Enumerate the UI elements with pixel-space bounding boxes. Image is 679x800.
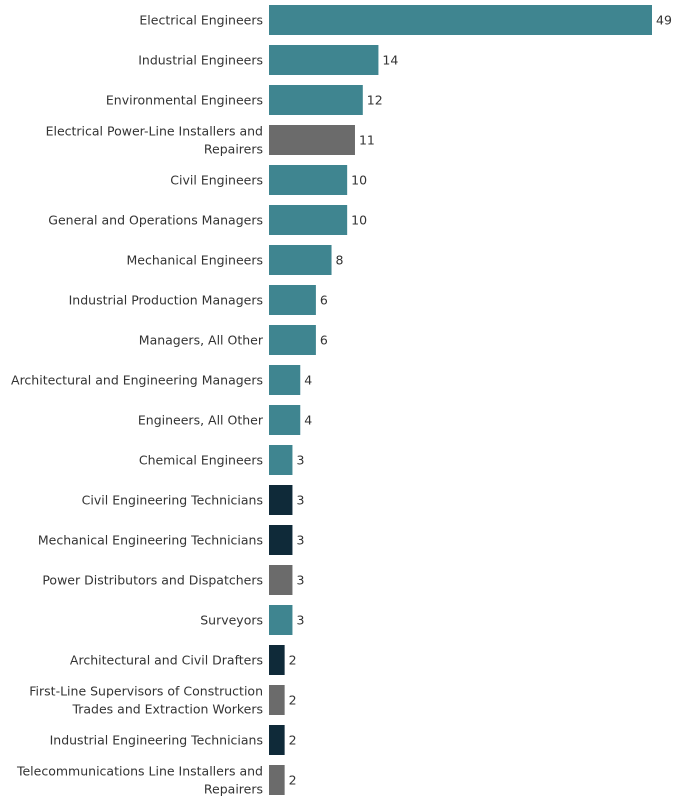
- bar: [269, 645, 285, 675]
- category-label: Industrial Production Managers: [69, 293, 263, 308]
- category-label: Managers, All Other: [139, 333, 264, 348]
- category-label: Chemical Engineers: [139, 453, 263, 468]
- category-label: Mechanical Engineering Technicians: [38, 533, 263, 548]
- value-label: 11: [359, 133, 375, 148]
- category-label: Electrical Power-Line Installers and Repa…: [46, 124, 263, 157]
- category-label: Industrial Engineers: [138, 53, 263, 68]
- bar: [269, 205, 348, 235]
- value-label: 8: [336, 253, 344, 268]
- bar: [269, 125, 355, 155]
- value-label: 10: [351, 213, 367, 228]
- value-label: 6: [320, 293, 328, 308]
- bar: [269, 605, 293, 635]
- bar: [269, 45, 379, 75]
- bar: [269, 765, 285, 795]
- category-label: Mechanical Engineers: [127, 253, 264, 268]
- bar: [269, 245, 332, 275]
- value-label: 12: [367, 93, 383, 108]
- bar: [269, 285, 316, 315]
- bar: [269, 525, 293, 555]
- category-label: Architectural and Civil Drafters: [70, 653, 263, 668]
- category-label: Civil Engineering Technicians: [82, 493, 263, 508]
- value-label: 6: [320, 333, 328, 348]
- bar: [269, 5, 652, 35]
- category-label: Industrial Engineering Technicians: [50, 733, 263, 748]
- category-label: Power Distributors and Dispatchers: [42, 573, 263, 588]
- bar: [269, 685, 285, 715]
- value-label: 2: [289, 733, 297, 748]
- bar: [269, 565, 293, 595]
- value-label: 3: [296, 493, 304, 508]
- bar: [269, 725, 285, 755]
- value-label: 10: [351, 173, 367, 188]
- value-label: 4: [304, 413, 312, 428]
- value-label: 14: [382, 53, 398, 68]
- category-label: Civil Engineers: [170, 173, 263, 188]
- bar: [269, 325, 316, 355]
- value-label: 3: [296, 533, 304, 548]
- value-label: 49: [656, 13, 672, 28]
- bar: [269, 85, 363, 115]
- bars-layer: [269, 5, 652, 795]
- category-label: First-Line Supervisors of Construction Tr…: [29, 684, 263, 717]
- value-label: 2: [289, 653, 297, 668]
- category-label: Surveyors: [200, 613, 263, 628]
- bar: [269, 445, 293, 475]
- category-label: General and Operations Managers: [48, 213, 263, 228]
- value-label: 3: [296, 453, 304, 468]
- category-label: Architectural and Engineering Managers: [11, 373, 263, 388]
- value-label: 3: [296, 573, 304, 588]
- value-labels: 49 14 12 11 10 10 8 6 6 4 4 3 3 3 3 3 2 2 2 2: [289, 13, 672, 788]
- category-labels: Electrical Engineers Industrial Engineers…: [11, 13, 264, 797]
- value-label: 3: [296, 613, 304, 628]
- value-label: 4: [304, 373, 312, 388]
- category-label: Telecommunications Line Installers and Re…: [16, 764, 263, 797]
- bar: [269, 485, 293, 515]
- bar: [269, 165, 348, 195]
- category-label: Electrical Engineers: [139, 13, 263, 28]
- value-label: 2: [289, 693, 297, 708]
- value-label: 2: [289, 773, 297, 788]
- category-label: Engineers, All Other: [138, 413, 264, 428]
- category-label: Environmental Engineers: [106, 93, 263, 108]
- bar: [269, 365, 301, 395]
- bar: [269, 405, 301, 435]
